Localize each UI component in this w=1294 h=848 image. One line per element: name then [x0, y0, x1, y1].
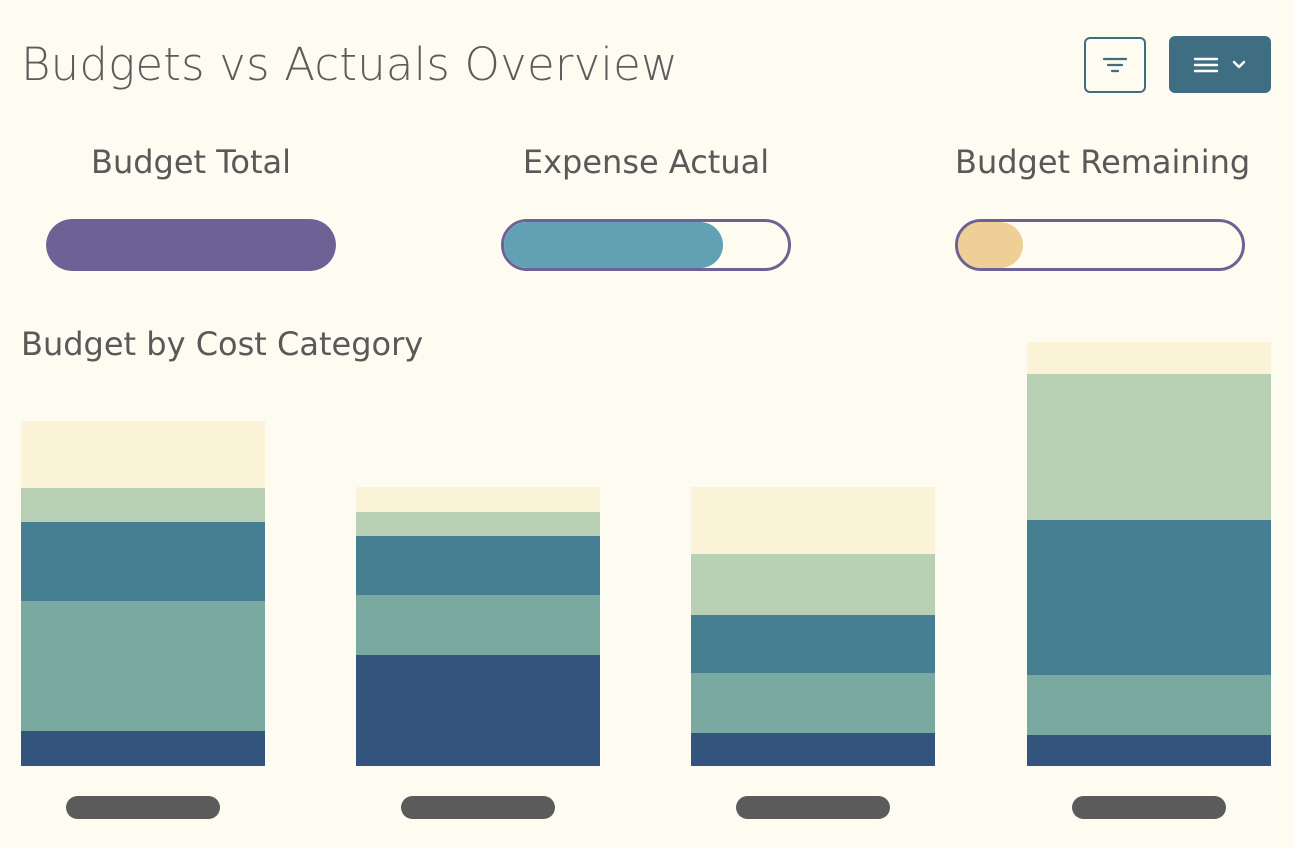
bar-2-segment-4	[356, 512, 600, 536]
bar-1-segment-3	[21, 522, 265, 601]
menu-dropdown-button[interactable]	[1169, 36, 1271, 93]
kpi-fill-expense-actual	[504, 222, 723, 268]
chevron-down-icon	[1232, 60, 1246, 68]
bar-4-segment-3	[1027, 520, 1271, 675]
kpi-label-budget-total: Budget Total	[91, 143, 291, 181]
x-axis-label-placeholder-4	[1072, 796, 1226, 819]
x-axis-label-placeholder-2	[401, 796, 555, 819]
kpi-fill-budget-total	[46, 219, 336, 271]
bar-3-segment-1	[691, 733, 935, 766]
bar-4-segment-5	[1027, 342, 1271, 374]
bar-2-segment-3	[356, 536, 600, 595]
kpi-label-budget-remaining: Budget Remaining	[955, 143, 1251, 181]
filter-icon	[1102, 57, 1128, 73]
filter-button[interactable]	[1084, 37, 1146, 93]
bar-2-segment-5	[356, 487, 600, 512]
bar-4-segment-4	[1027, 374, 1271, 520]
bar-4-segment-2	[1027, 675, 1271, 735]
bar-1-segment-1	[21, 731, 265, 766]
x-axis-label-placeholder-3	[736, 796, 890, 819]
section-title: Budget by Cost Category	[21, 325, 424, 363]
bar-1-segment-4	[21, 488, 265, 522]
kpi-label-expense-actual: Expense Actual	[522, 143, 770, 181]
kpi-fill-budget-remaining	[958, 222, 1024, 268]
x-axis-label-placeholder-1	[66, 796, 220, 819]
bar-3-segment-5	[691, 487, 935, 554]
bar-2-segment-1	[356, 655, 600, 766]
bar-1-segment-2	[21, 601, 265, 731]
bar-2-segment-2	[356, 595, 600, 655]
bar-3-segment-2	[691, 673, 935, 733]
page-title: Budgets vs Actuals Overview	[21, 38, 678, 91]
bar-3-segment-3	[691, 615, 935, 673]
kpi-bar-budget-total	[46, 219, 336, 271]
bar-3-segment-4	[691, 554, 935, 615]
bar-4-segment-1	[1027, 735, 1271, 766]
kpi-bar-expense-actual	[501, 219, 791, 271]
kpi-bar-budget-remaining	[955, 219, 1245, 271]
hamburger-menu-icon	[1193, 57, 1219, 72]
bar-1-segment-5	[21, 421, 265, 488]
